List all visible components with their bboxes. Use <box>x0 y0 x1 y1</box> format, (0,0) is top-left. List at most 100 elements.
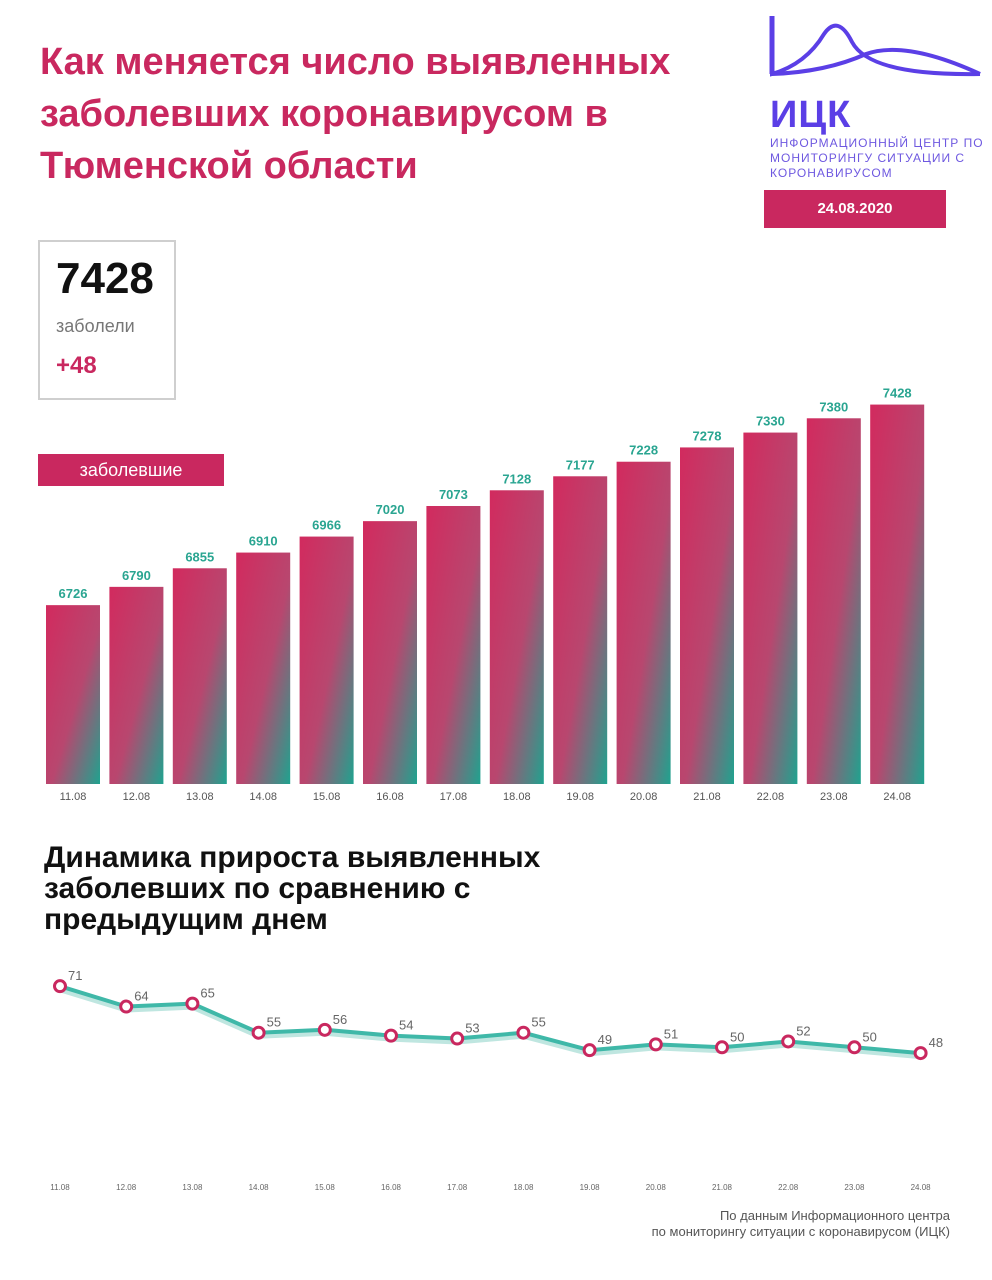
bar-value-label: 7228 <box>629 443 658 458</box>
x-tick-label: 19.08 <box>580 1183 601 1192</box>
bar-value-label: 7020 <box>376 502 405 517</box>
summary-delta: +48 <box>56 352 97 379</box>
data-point <box>53 979 67 994</box>
bar-value-label: 6910 <box>249 534 278 549</box>
bar-value-label: 7330 <box>756 414 785 429</box>
x-tick-label: 16.08 <box>376 791 404 803</box>
line-chart: 71 11.08 64 12.08 65 13.08 55 14.08 56 15.08 54 16.… <box>50 968 943 1192</box>
bar <box>236 552 291 784</box>
x-tick-label: 22.08 <box>778 1183 799 1192</box>
x-tick-label: 14.08 <box>249 1183 270 1192</box>
itsk-logo: ИЦК Информационный центр по мониторингу … <box>766 12 983 182</box>
logo-abbreviation: ИЦК <box>770 94 852 136</box>
bar <box>806 418 861 784</box>
x-tick-label: 12.08 <box>123 791 151 803</box>
summary-card: 7428 заболели +48 <box>38 240 176 400</box>
logo-wave-icon <box>769 16 981 77</box>
summary-label: заболели <box>56 316 135 336</box>
source-note-line-2: по мониторингу ситуации с коронавирусом … <box>651 1224 950 1239</box>
bar <box>870 404 925 784</box>
summary-total: 7428 <box>56 254 154 303</box>
bar <box>743 432 798 784</box>
x-tick-label: 20.08 <box>646 1183 667 1192</box>
bar <box>46 605 100 784</box>
data-label: 53 <box>465 1021 479 1036</box>
bar-value-label: 7177 <box>566 457 595 472</box>
x-tick-label: 16.08 <box>381 1183 402 1192</box>
data-label: 65 <box>200 986 214 1001</box>
line-chart-title: Динамика прироста выявленных заболевших … <box>44 841 541 936</box>
bar-value-label: 7428 <box>883 386 912 401</box>
x-tick-label: 24.08 <box>883 791 911 803</box>
bar <box>616 461 671 784</box>
data-point <box>516 1025 531 1040</box>
data-point <box>648 1037 663 1052</box>
bar <box>363 521 417 784</box>
bar-value-label: 6855 <box>185 549 214 564</box>
bar <box>109 586 164 784</box>
page-title: Как меняется число выявленных заболевших… <box>40 41 671 187</box>
data-point <box>185 996 200 1011</box>
data-label: 49 <box>598 1032 612 1047</box>
bar-value-label: 6966 <box>312 518 341 533</box>
bar-value-label: 7278 <box>693 428 722 443</box>
bar <box>680 447 734 784</box>
x-tick-label: 18.08 <box>503 791 531 803</box>
series-badge: заболевшие <box>38 454 224 486</box>
x-tick-label: 23.08 <box>820 791 848 803</box>
x-tick-label: 19.08 <box>566 791 594 803</box>
data-label: 48 <box>929 1035 943 1050</box>
data-label: 51 <box>664 1026 678 1041</box>
data-point <box>715 1040 729 1055</box>
data-point <box>450 1031 465 1046</box>
data-point <box>317 1022 332 1037</box>
source-note-line-1: По данным Информационного центра <box>719 1208 950 1223</box>
data-point <box>847 1040 862 1055</box>
data-label: 71 <box>68 968 82 983</box>
data-point <box>781 1034 796 1049</box>
x-tick-label: 11.08 <box>50 1183 70 1192</box>
x-tick-label: 22.08 <box>757 791 785 803</box>
logo-subtitle: Информационный центр по мониторингу ситу… <box>770 136 984 180</box>
data-point <box>582 1043 597 1058</box>
bar-value-label: 7073 <box>439 487 468 502</box>
bar-value-label: 6790 <box>122 568 151 583</box>
data-point <box>251 1025 266 1040</box>
data-label: 55 <box>267 1015 281 1030</box>
x-tick-label: 12.08 <box>116 1183 137 1192</box>
date-badge: 24.08.2020 <box>764 190 946 228</box>
x-tick-label: 15.08 <box>313 791 341 803</box>
data-point <box>384 1028 398 1043</box>
x-tick-label: 17.08 <box>447 1183 468 1192</box>
data-label: 64 <box>134 989 148 1004</box>
x-tick-label: 18.08 <box>513 1183 534 1192</box>
series-line <box>59 984 921 1056</box>
bar <box>553 476 608 784</box>
x-tick-label: 15.08 <box>315 1183 336 1192</box>
x-tick-label: 13.08 <box>182 1183 203 1192</box>
data-label: 56 <box>333 1012 347 1027</box>
data-point <box>913 1046 928 1061</box>
bar-chart: 6726 11.08 6790 12.08 6855 13.08 6910 14.08 6966… <box>46 386 925 803</box>
data-label: 52 <box>796 1023 810 1038</box>
data-label: 55 <box>531 1015 545 1030</box>
bar-value-label: 6726 <box>59 586 88 601</box>
x-tick-label: 21.08 <box>693 791 721 803</box>
bar-value-label: 7380 <box>819 399 848 414</box>
x-tick-label: 14.08 <box>249 791 277 803</box>
x-tick-label: 21.08 <box>712 1183 733 1192</box>
data-label: 54 <box>399 1018 413 1033</box>
x-tick-label: 11.08 <box>60 791 87 803</box>
data-label: 50 <box>730 1029 744 1044</box>
x-tick-label: 23.08 <box>844 1183 865 1192</box>
source-note: По данным Информационного центра по мони… <box>530 1208 950 1240</box>
bar-value-label: 7128 <box>502 471 531 486</box>
bar <box>299 536 354 784</box>
x-tick-label: 13.08 <box>186 791 214 803</box>
x-tick-label: 20.08 <box>630 791 658 803</box>
data-label: 50 <box>862 1029 876 1044</box>
bar <box>489 490 544 784</box>
data-point <box>119 999 134 1014</box>
bar <box>426 506 481 784</box>
x-tick-label: 17.08 <box>440 791 468 803</box>
